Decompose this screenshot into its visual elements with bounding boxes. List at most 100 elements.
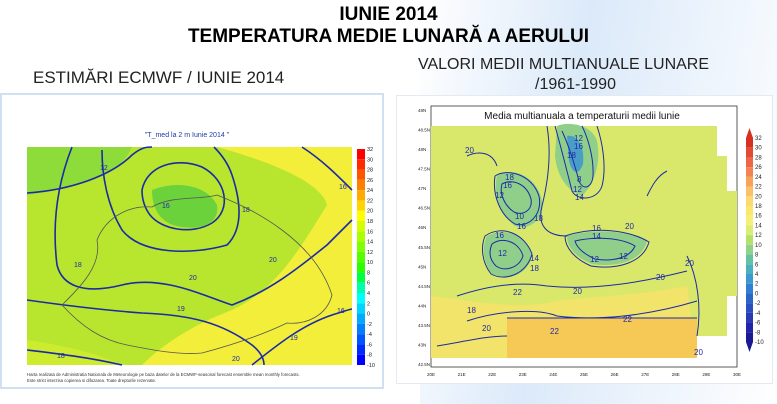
right-colorbar-label: 18 (755, 204, 762, 210)
right-lat-label: 48N (418, 147, 426, 152)
left-colorbar-swatch (357, 190, 365, 201)
right-lat-label: 48.5N (418, 128, 430, 133)
right-lon-label: 25E (580, 372, 588, 377)
left-colorbar-label: 2 (367, 301, 370, 307)
right-lat-label: 47.5N (418, 167, 430, 172)
left-colorbar-label: 22 (367, 198, 373, 204)
left-colorbar-swatch (357, 210, 365, 221)
left-inner-title: "T_med la 2 m Iunie 2014 " (145, 132, 230, 139)
right-contour-label: 18 (567, 151, 576, 160)
left-contour-label-group: 12 16 18 16 18 20 20 19 20 19 18 16 (57, 165, 347, 363)
right-colorbar-label: 8 (755, 253, 759, 259)
right-colorbar-swatch (746, 235, 753, 245)
right-colorbar-swatch (746, 332, 753, 342)
right-contour-label: 18 (467, 306, 476, 315)
left-footnote-line1: Harta realizata de Administratia Nationa… (27, 372, 300, 377)
left-colorbar-swatch (357, 159, 365, 170)
right-colorbar-swatch (746, 254, 753, 265)
right-lat-label: 45N (418, 264, 426, 269)
left-warm-zone (142, 147, 352, 365)
left-colorbar-label: 18 (367, 219, 373, 225)
left-country-border (61, 194, 333, 354)
left-colorbar-swatch (357, 231, 365, 242)
left-colorbar-swatch (357, 303, 365, 314)
left-colorbar-swatch (357, 313, 365, 324)
left-colorbar-label: 30 (367, 157, 373, 163)
left-contour-label: 19 (177, 306, 185, 313)
right-colorbar-swatch (746, 225, 753, 236)
right-lat-label: 44N (418, 303, 426, 308)
left-cool-zone (152, 185, 218, 228)
right-lat-label: 42.5N (418, 362, 430, 367)
left-map-caption: ESTIMĂRI ECMWF / IUNIE 2014 (33, 68, 285, 87)
right-colorbar-label: 6 (755, 262, 759, 268)
right-lat-axis: 48N 48.5N 48N 47.5N 47N 46.5N 46N 45.5N 45N 44.5N… (418, 108, 430, 367)
right-contour-label: 14 (575, 193, 584, 202)
right-contour-label-group: 20 12 16 18 8 12 14 18 16 10 12 16 14 16… (465, 134, 703, 357)
right-contour-label: 20 (685, 259, 694, 268)
right-colorbar-label: -6 (755, 321, 761, 327)
right-colorbar-swatch (746, 312, 753, 323)
right-coldest-zone (567, 135, 584, 172)
right-contour-label: 14 (592, 232, 601, 241)
left-colorbar-label: 4 (367, 291, 370, 297)
left-colorbar-swatch (357, 179, 365, 191)
right-lon-label: 24E (549, 372, 557, 377)
left-colorbar-label: 12 (367, 250, 373, 256)
left-map: 12 16 18 16 18 20 20 19 20 19 18 16 "T_m… (26, 132, 375, 383)
right-lon-label: 26E (611, 372, 619, 377)
left-colorbar-label: 20 (367, 209, 373, 215)
left-contour-label: 20 (232, 356, 240, 363)
right-map-caption-line1: VALORI MEDII MULTIANUALE LUNARE (418, 56, 710, 73)
right-cold-zone-south (567, 231, 647, 266)
right-colorbar-swatch (746, 138, 753, 148)
right-contour-label: 10 (515, 212, 524, 221)
left-contours (26, 146, 353, 366)
left-colorbar-label: 32 (367, 147, 373, 153)
left-colorbar-label: 0 (367, 312, 370, 318)
main-subtitle: TEMPERATURA MEDIE LUNARĂ A AERULUI (187, 26, 590, 47)
left-colorbar-swatch (357, 323, 365, 335)
right-colorbar-label: 22 (755, 185, 762, 191)
left-colorbar-swatch (357, 272, 365, 283)
left-colorbar-swatch (357, 251, 365, 263)
left-colorbar-label: -8 (367, 353, 372, 359)
right-contour-label: 12 (619, 252, 628, 261)
left-colorbar-label: 8 (367, 270, 370, 276)
right-contour-label: 22 (550, 327, 559, 336)
right-lon-axis: 20E 21E 22E 23E 24E 25E 26E 27E 28E 29E 30E (427, 372, 741, 377)
left-contour-label: 16 (162, 203, 170, 210)
left-contour-label: 16 (337, 308, 345, 315)
left-colorbar-label: 24 (367, 188, 373, 194)
right-colorbar-swatch (746, 176, 753, 187)
right-contour-label: 12 (590, 255, 599, 264)
right-colorbar-label: -2 (755, 301, 761, 307)
right-contour-label: 20 (482, 324, 491, 333)
right-contour-label: 12 (574, 134, 583, 143)
main-title: IUNIE 2014 (339, 4, 438, 25)
right-contour-label: 8 (577, 175, 582, 184)
right-lon-label: 23E (519, 372, 527, 377)
right-lat-label: 45.5N (418, 245, 430, 250)
right-map: 20 12 16 18 8 12 14 18 16 10 12 16 14 16… (418, 105, 764, 377)
right-colorbar-label: 0 (755, 291, 759, 297)
right-colorbar-swatch (746, 167, 753, 177)
left-contour-label: 19 (290, 335, 298, 342)
right-lat-label: 47N (418, 186, 426, 191)
left-contour-label: 20 (269, 257, 277, 264)
right-colorbar-label: -4 (755, 311, 761, 317)
left-colorbar-label: -6 (367, 342, 372, 348)
right-colorbar-swatch (746, 293, 753, 304)
right-colorbar-bottom-arrow (746, 342, 753, 352)
right-colorbar-label: 26 (755, 165, 762, 171)
right-lon-label: 20E (427, 372, 435, 377)
left-colorbar-label: -4 (367, 332, 372, 338)
right-colorbar-swatch (746, 215, 753, 226)
right-colorbar-swatch (746, 157, 753, 168)
right-contour-label: 16 (517, 222, 526, 231)
right-colorbar-label: 16 (755, 214, 762, 220)
right-colorbar-label: -8 (755, 330, 761, 336)
right-contour-label: 18 (534, 214, 543, 223)
left-colorbar-label: 10 (367, 260, 373, 266)
